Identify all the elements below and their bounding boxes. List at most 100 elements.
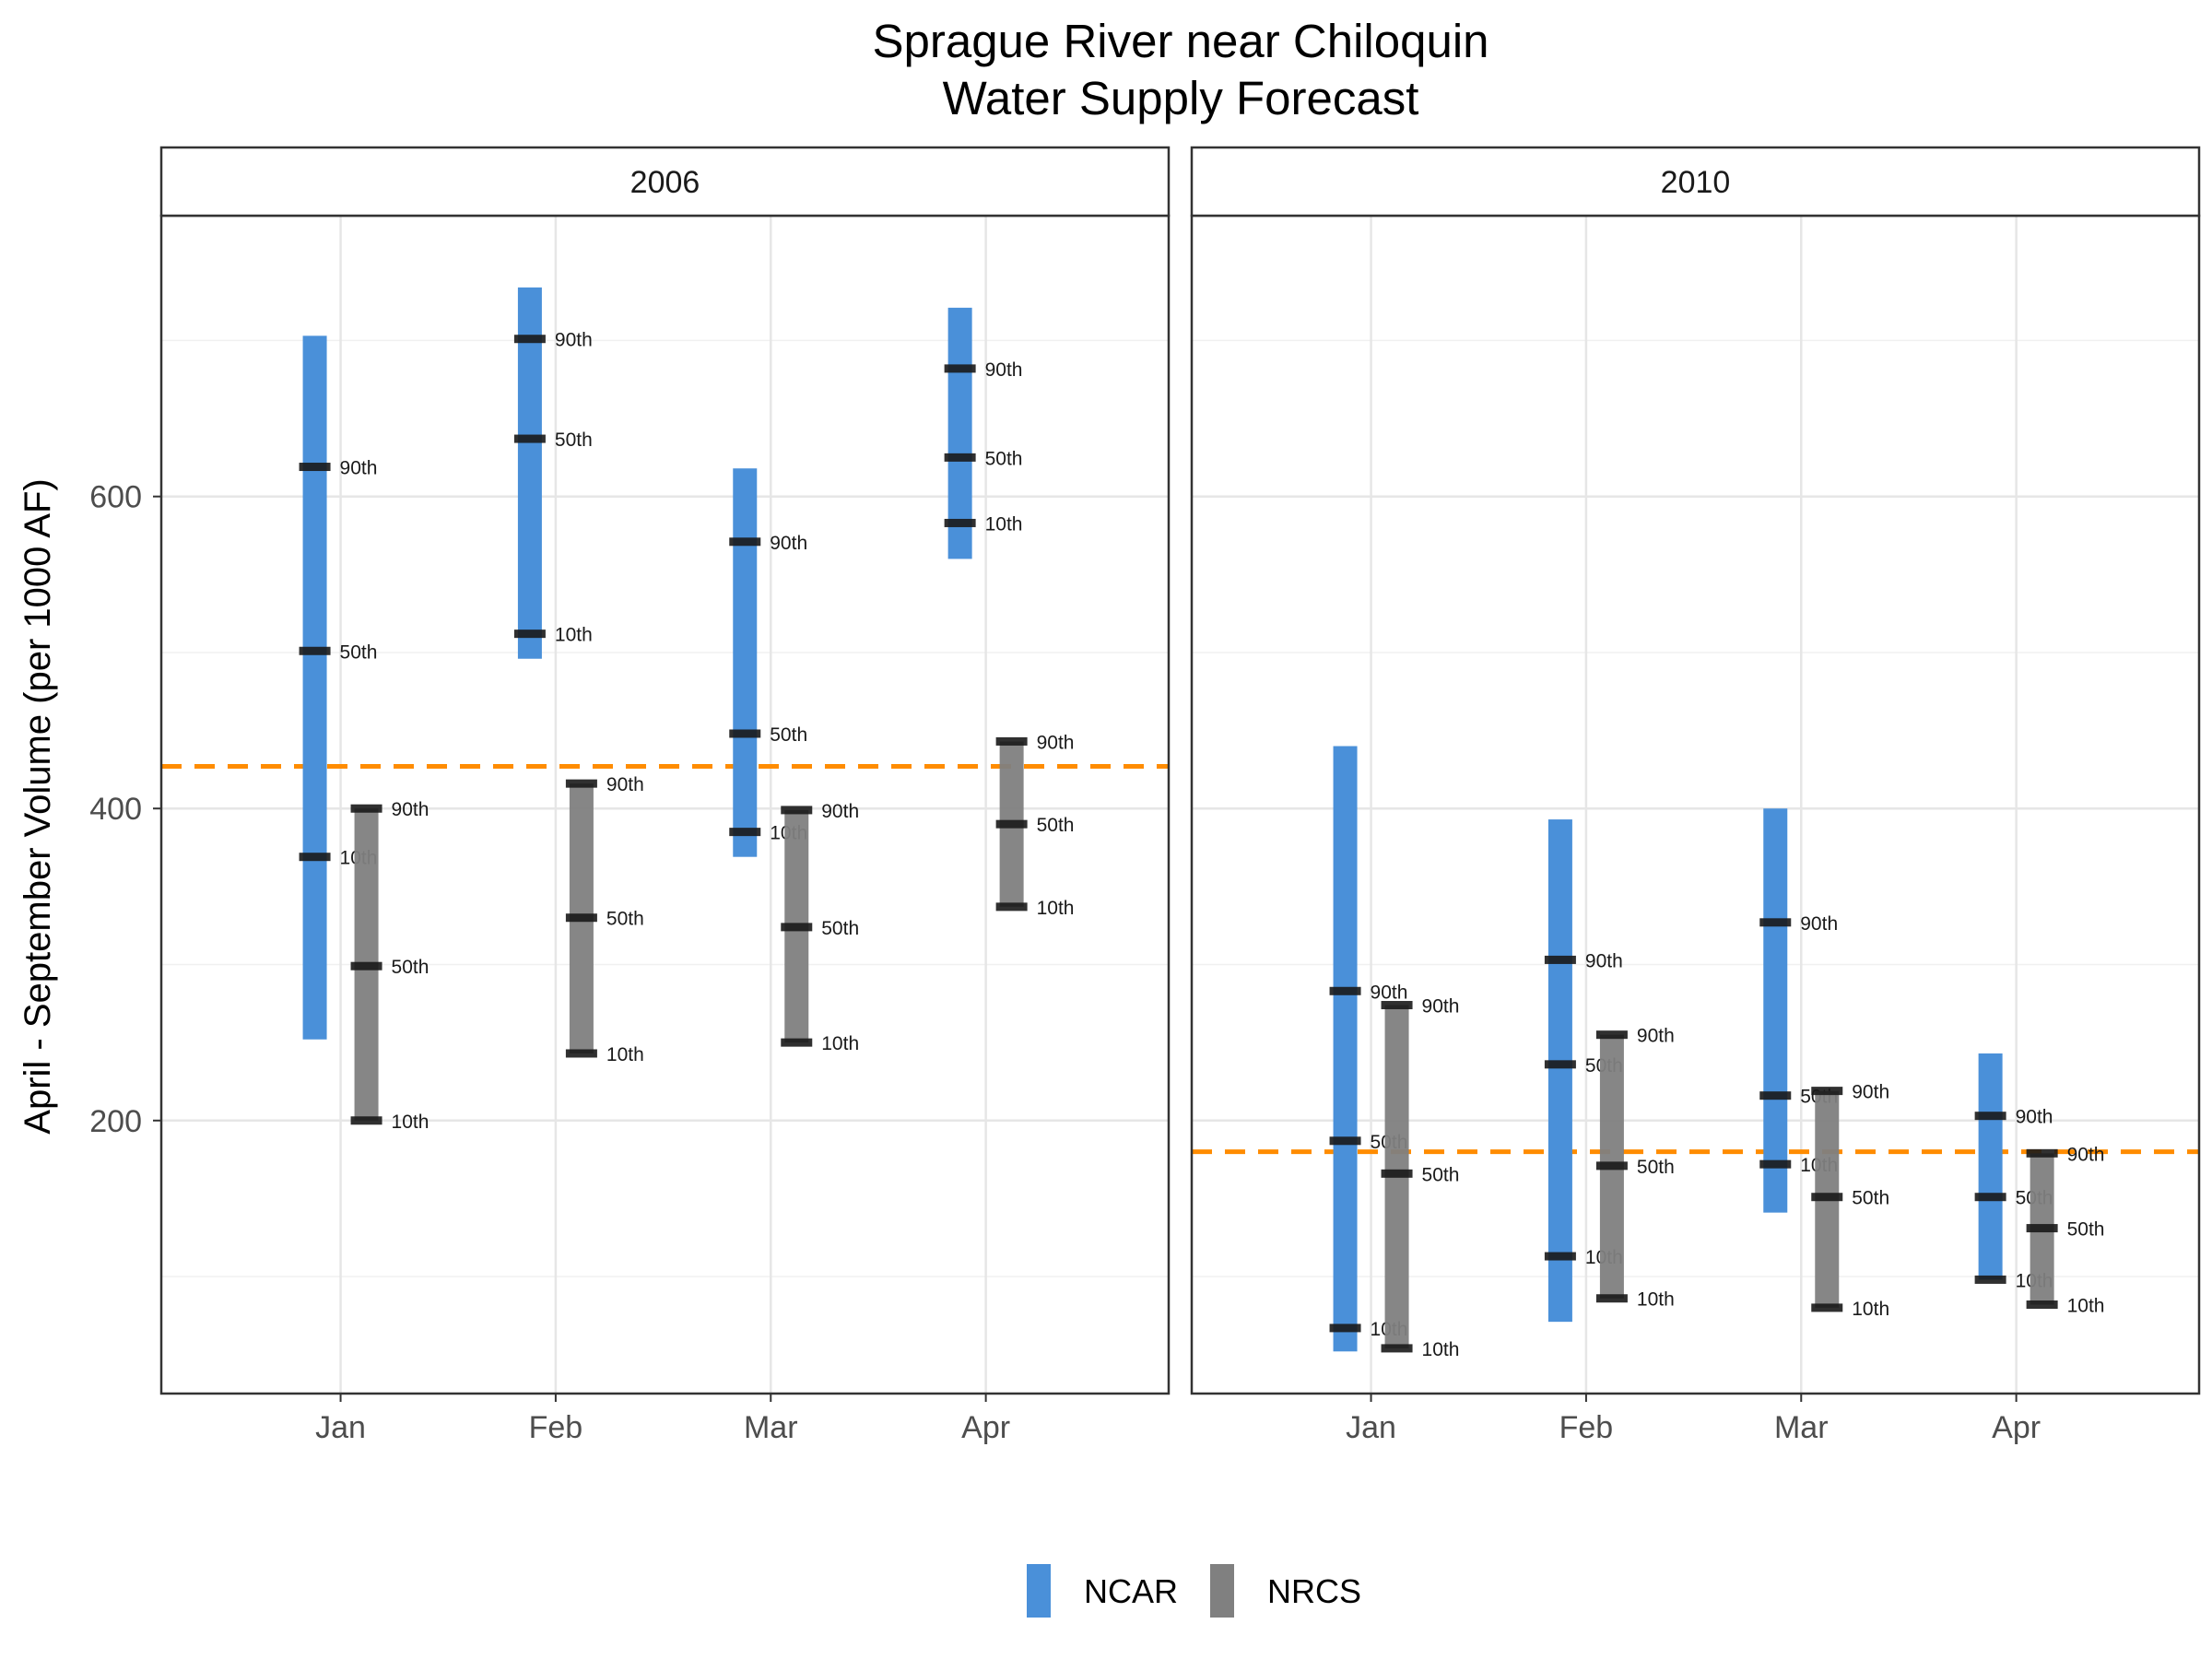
percentile-marker-p10 (1544, 1252, 1576, 1261)
percentile-label-p10: 10th (1037, 898, 1075, 919)
percentile-label-p50: 50th (1637, 1157, 1675, 1178)
x-tick-label: Mar (1774, 1410, 1829, 1445)
percentile-marker-p90 (1381, 1001, 1413, 1010)
percentile-marker-p90 (944, 364, 976, 373)
percentile-label-p90: 90th (1371, 982, 1408, 1003)
range-bar-ncar-mar (1763, 808, 1788, 1213)
percentile-marker-p50 (565, 913, 597, 923)
percentile-label-p10: 10th (1852, 1299, 1889, 1320)
percentile-label-p90: 90th (2016, 1107, 2053, 1128)
percentile-marker-p50 (1811, 1193, 1843, 1202)
percentile-marker-p50 (1759, 1091, 1792, 1100)
percentile-label-p90: 90th (555, 330, 593, 351)
percentile-label-p10: 10th (985, 513, 1023, 535)
percentile-label-p50: 50th (985, 448, 1023, 469)
percentile-marker-p10 (1811, 1303, 1843, 1312)
percentile-marker-p90 (565, 779, 597, 788)
x-tick-label: Feb (1559, 1410, 1614, 1445)
legend: NCAR NRCS (1027, 1564, 1361, 1618)
percentile-marker-p10 (1381, 1344, 1413, 1353)
percentile-marker-p90 (350, 804, 382, 813)
percentile-marker-p90 (513, 335, 546, 344)
legend-key-ncar (1027, 1564, 1051, 1618)
percentile-marker-p90 (2026, 1148, 2058, 1158)
percentile-marker-p50 (2026, 1224, 2058, 1233)
y-tick-label: 400 (89, 792, 142, 827)
percentile-label-p90: 90th (985, 359, 1023, 381)
percentile-marker-p50 (944, 453, 976, 462)
facet-strip (1190, 146, 2201, 218)
percentile-marker-p10 (1974, 1275, 2006, 1284)
percentile-marker-p50 (1974, 1193, 2006, 1202)
percentile-marker-p50 (995, 819, 1028, 829)
percentile-marker-p10 (729, 828, 761, 837)
percentile-label-p10: 10th (392, 1112, 429, 1133)
facet-panel-2010: 10th 50th 90th 10th 50th 90th 10th 50th 90th 10th… (1190, 146, 2201, 1445)
percentile-label-p10: 10th (606, 1044, 644, 1065)
percentile-marker-p90 (1759, 918, 1792, 927)
percentile-label-p50: 50th (770, 724, 807, 746)
chart-title-line-1: Sprague River near Chiloquin (872, 15, 1488, 67)
percentile-marker-p90 (1974, 1112, 2006, 1121)
percentile-label-p90: 90th (2067, 1144, 2105, 1165)
facet-strip-label: 2010 (1661, 165, 1731, 200)
percentile-marker-p90 (1595, 1030, 1628, 1040)
range-bar-ncar-jan (302, 335, 327, 1040)
percentile-label-p90: 90th (821, 801, 859, 822)
percentile-marker-p10 (299, 853, 331, 862)
percentile-label-p10: 10th (821, 1033, 859, 1054)
facet-panels: 200 400 600 10th 50th 90th 10th 50th 90th 10th 50t… (89, 146, 2201, 1445)
percentile-label-p90: 90th (1637, 1026, 1675, 1047)
percentile-marker-p10 (944, 518, 976, 527)
percentile-marker-p90 (1329, 986, 1361, 995)
percentile-marker-p10 (781, 1038, 813, 1047)
percentile-label-p90: 90th (770, 533, 807, 554)
percentile-marker-p10 (1595, 1294, 1628, 1303)
percentile-marker-p50 (350, 961, 382, 971)
percentile-marker-p50 (729, 729, 761, 738)
percentile-marker-p10 (1759, 1159, 1792, 1169)
percentile-marker-p50 (299, 646, 331, 655)
facet-panel-2006: 10th 50th 90th 10th 50th 90th 10th 50th 90th 10th… (159, 146, 1171, 1445)
percentile-label-p50: 50th (1852, 1188, 1889, 1209)
x-tick-label: Mar (744, 1410, 798, 1445)
percentile-label-p10: 10th (2067, 1296, 2105, 1317)
percentile-marker-p90 (299, 463, 331, 472)
range-bar-ncar-mar (733, 468, 758, 857)
percentile-label-p10: 10th (1637, 1289, 1675, 1311)
percentile-marker-p10 (565, 1049, 597, 1058)
percentile-label-p50: 50th (2067, 1219, 2105, 1241)
percentile-marker-p90 (995, 736, 1028, 746)
legend-label-ncar: NCAR (1084, 1572, 1178, 1610)
percentile-label-p50: 50th (1037, 815, 1075, 836)
percentile-marker-p90 (781, 806, 813, 815)
percentile-label-p50: 50th (392, 957, 429, 978)
percentile-marker-p90 (1811, 1087, 1843, 1096)
y-tick-label: 200 (89, 1104, 142, 1139)
x-tick-label: Jan (1346, 1410, 1396, 1445)
percentile-marker-p90 (729, 537, 761, 547)
facet-strip (159, 146, 1171, 218)
legend-key-nrcs (1210, 1564, 1234, 1618)
percentile-marker-p10 (513, 629, 546, 639)
percentile-marker-p50 (1595, 1161, 1628, 1171)
percentile-label-p90: 90th (392, 799, 429, 820)
percentile-marker-p50 (781, 923, 813, 932)
percentile-label-p50: 50th (821, 918, 859, 939)
percentile-label-p90: 90th (1852, 1082, 1889, 1103)
y-axis-title: April - September Volume (per 1000 AF) (18, 478, 58, 1134)
percentile-marker-p50 (513, 434, 546, 443)
percentile-label-p50: 50th (606, 909, 644, 930)
range-bar-ncar-feb (517, 287, 542, 659)
chart-title-line-2: Water Supply Forecast (943, 72, 1419, 124)
percentile-label-p50: 50th (1422, 1164, 1460, 1185)
percentile-marker-p50 (1329, 1136, 1361, 1146)
percentile-label-p10: 10th (1422, 1339, 1460, 1360)
x-tick-label: Jan (315, 1410, 366, 1445)
percentile-marker-p10 (2026, 1300, 2058, 1310)
range-bar-ncar-jan (1333, 746, 1358, 1352)
percentile-label-p90: 90th (1585, 950, 1623, 971)
x-tick-label: Feb (529, 1410, 583, 1445)
percentile-marker-p10 (995, 902, 1028, 912)
